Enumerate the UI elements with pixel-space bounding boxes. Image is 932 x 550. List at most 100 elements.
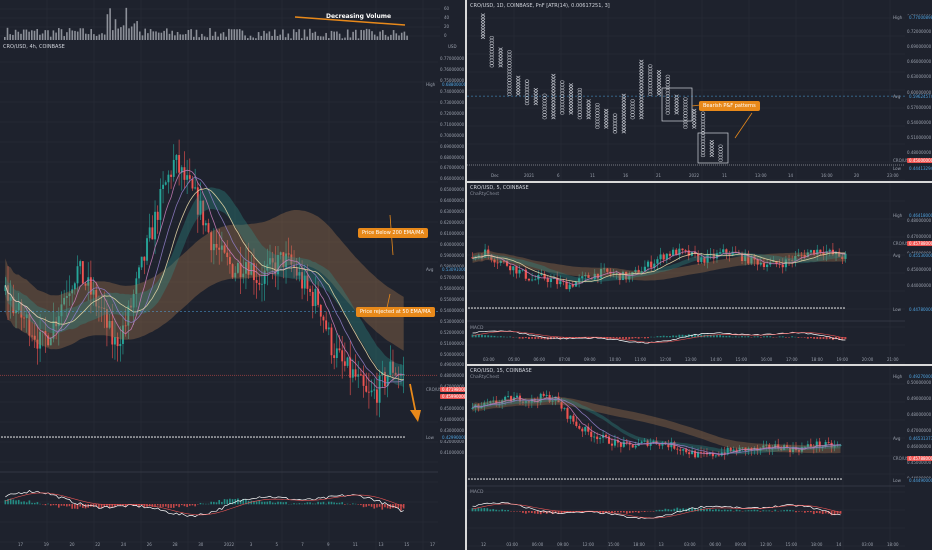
intraday-5m-panel[interactable]: CRO/USD, 5, COINBASE ChaRtyChest MACD 0.…	[467, 183, 932, 364]
pnf-o-mark	[683, 125, 688, 129]
macd-histogram-bar	[815, 511, 818, 513]
candle-body	[605, 434, 608, 437]
pivot-dot	[376, 436, 378, 438]
macd-histogram-bar	[737, 336, 740, 338]
pivot-dot	[546, 307, 548, 309]
candle-body	[234, 272, 237, 278]
macd-histogram-bar	[824, 511, 827, 514]
pivot-dot	[774, 307, 776, 309]
pivot-dot	[31, 436, 33, 438]
candle-body	[726, 447, 729, 455]
pnf-o-mark	[524, 90, 530, 94]
macd-label: MACD	[470, 326, 484, 331]
pivot-dot	[822, 478, 824, 480]
pnf-x-mark	[621, 119, 626, 123]
macd-histogram-bar	[471, 334, 474, 338]
macd-histogram-bar	[634, 511, 637, 513]
time-scale-label: 12:00	[659, 357, 672, 362]
pivot-dot	[184, 436, 186, 438]
pivot-dot	[723, 478, 725, 480]
intraday-5m-canvas[interactable]	[467, 183, 932, 364]
pnf-x-mark	[533, 90, 538, 94]
macd-histogram-bar	[381, 504, 384, 510]
pnf-chart-canvas[interactable]	[467, 0, 932, 181]
pivot-dot	[343, 436, 345, 438]
time-scale-label: 14	[836, 542, 842, 547]
pnf-x-mark	[674, 108, 679, 112]
candle-body	[738, 447, 741, 453]
pnf-chart-panel[interactable]: CRO/USD, 1D, COINBASE, PnF [ATR(14), 0.0…	[467, 0, 932, 181]
pivot-dot	[633, 307, 635, 309]
pivot-dot	[244, 436, 246, 438]
intraday-15m-panel[interactable]: CRO/USD, 15, COINBASE ChaRtyChest MACD 0…	[467, 366, 932, 550]
pivot-dot	[79, 436, 81, 438]
pnf-x-mark	[709, 139, 714, 143]
pnf-x-mark	[709, 142, 714, 146]
pnf-x-mark	[551, 102, 556, 106]
layout-divider	[467, 364, 932, 366]
macd-histogram-bar	[199, 502, 202, 505]
macd-histogram-bar	[827, 511, 830, 514]
time-scale-label: 11	[352, 542, 358, 547]
price-tag-name: CRO/USD	[426, 387, 445, 392]
pivot-dot	[684, 307, 686, 309]
macd-histogram-bar	[282, 502, 285, 505]
pnf-x-mark	[551, 76, 556, 80]
volume-bar	[22, 29, 25, 40]
ema-200-ribbon	[472, 396, 841, 454]
macd-histogram-bar	[148, 504, 151, 506]
pivot-dot	[618, 307, 620, 309]
pivot-dot	[651, 307, 653, 309]
callout-arrow	[691, 104, 701, 107]
candle-body	[389, 361, 392, 376]
macd-histogram-bar	[175, 504, 178, 506]
candle-body	[306, 275, 309, 289]
pnf-x-mark	[480, 19, 486, 23]
pivot-dot	[759, 307, 761, 309]
pnf-o-mark	[700, 128, 706, 132]
pivot-dot	[334, 436, 336, 438]
candle-body	[543, 274, 546, 279]
pnf-x-mark	[480, 21, 486, 25]
macd-histogram-bar	[697, 335, 700, 338]
pnf-x-mark	[674, 111, 679, 115]
callout-bearish-pnf: Bearish P&F patterns	[699, 101, 760, 111]
pivot-dot	[597, 307, 599, 309]
macd-histogram-bar	[528, 337, 530, 340]
macd-histogram-bar	[68, 504, 71, 507]
pnf-x-mark	[692, 114, 697, 118]
macd-histogram-bar	[328, 501, 330, 505]
pivot-dot	[73, 436, 75, 438]
macd-histogram-bar	[723, 509, 726, 512]
macd-histogram-bar	[539, 511, 542, 515]
time-scale-label: 09:00	[557, 542, 569, 547]
pnf-o-mark	[647, 75, 653, 79]
macd-histogram-bar	[4, 500, 7, 505]
pnf-x-mark	[692, 111, 697, 115]
candle-body	[124, 325, 127, 327]
pnf-o-mark	[507, 53, 512, 57]
intraday-15m-canvas[interactable]	[467, 366, 932, 550]
macd-histogram-bar	[637, 337, 640, 339]
pnf-o-mark	[507, 87, 512, 91]
candle-body	[540, 274, 543, 276]
volume-bar	[106, 14, 109, 40]
volume-bar	[28, 31, 30, 40]
time-scale-label: 30	[198, 542, 204, 547]
pnf-o-mark	[665, 105, 671, 109]
pnf-x-mark	[604, 125, 609, 129]
pnf-x-mark	[480, 16, 486, 20]
pnf-x-mark	[621, 116, 626, 120]
candle-body	[791, 260, 794, 262]
main-chart-panel[interactable]: CRO/USD, 4h, COINBASE USD 0.77000000 0.76…	[0, 42, 465, 550]
main-chart-canvas[interactable]	[0, 42, 465, 550]
macd-histogram-bar	[625, 511, 628, 514]
candle-body	[606, 268, 609, 272]
candle-body	[668, 253, 672, 256]
macd-histogram-bar	[735, 509, 738, 512]
macd-histogram-bar	[178, 504, 180, 508]
macd-histogram-bar	[52, 504, 55, 506]
pivot-dot	[370, 436, 372, 438]
pivot-dot	[585, 307, 587, 309]
time-scale-label: 13	[378, 542, 384, 547]
